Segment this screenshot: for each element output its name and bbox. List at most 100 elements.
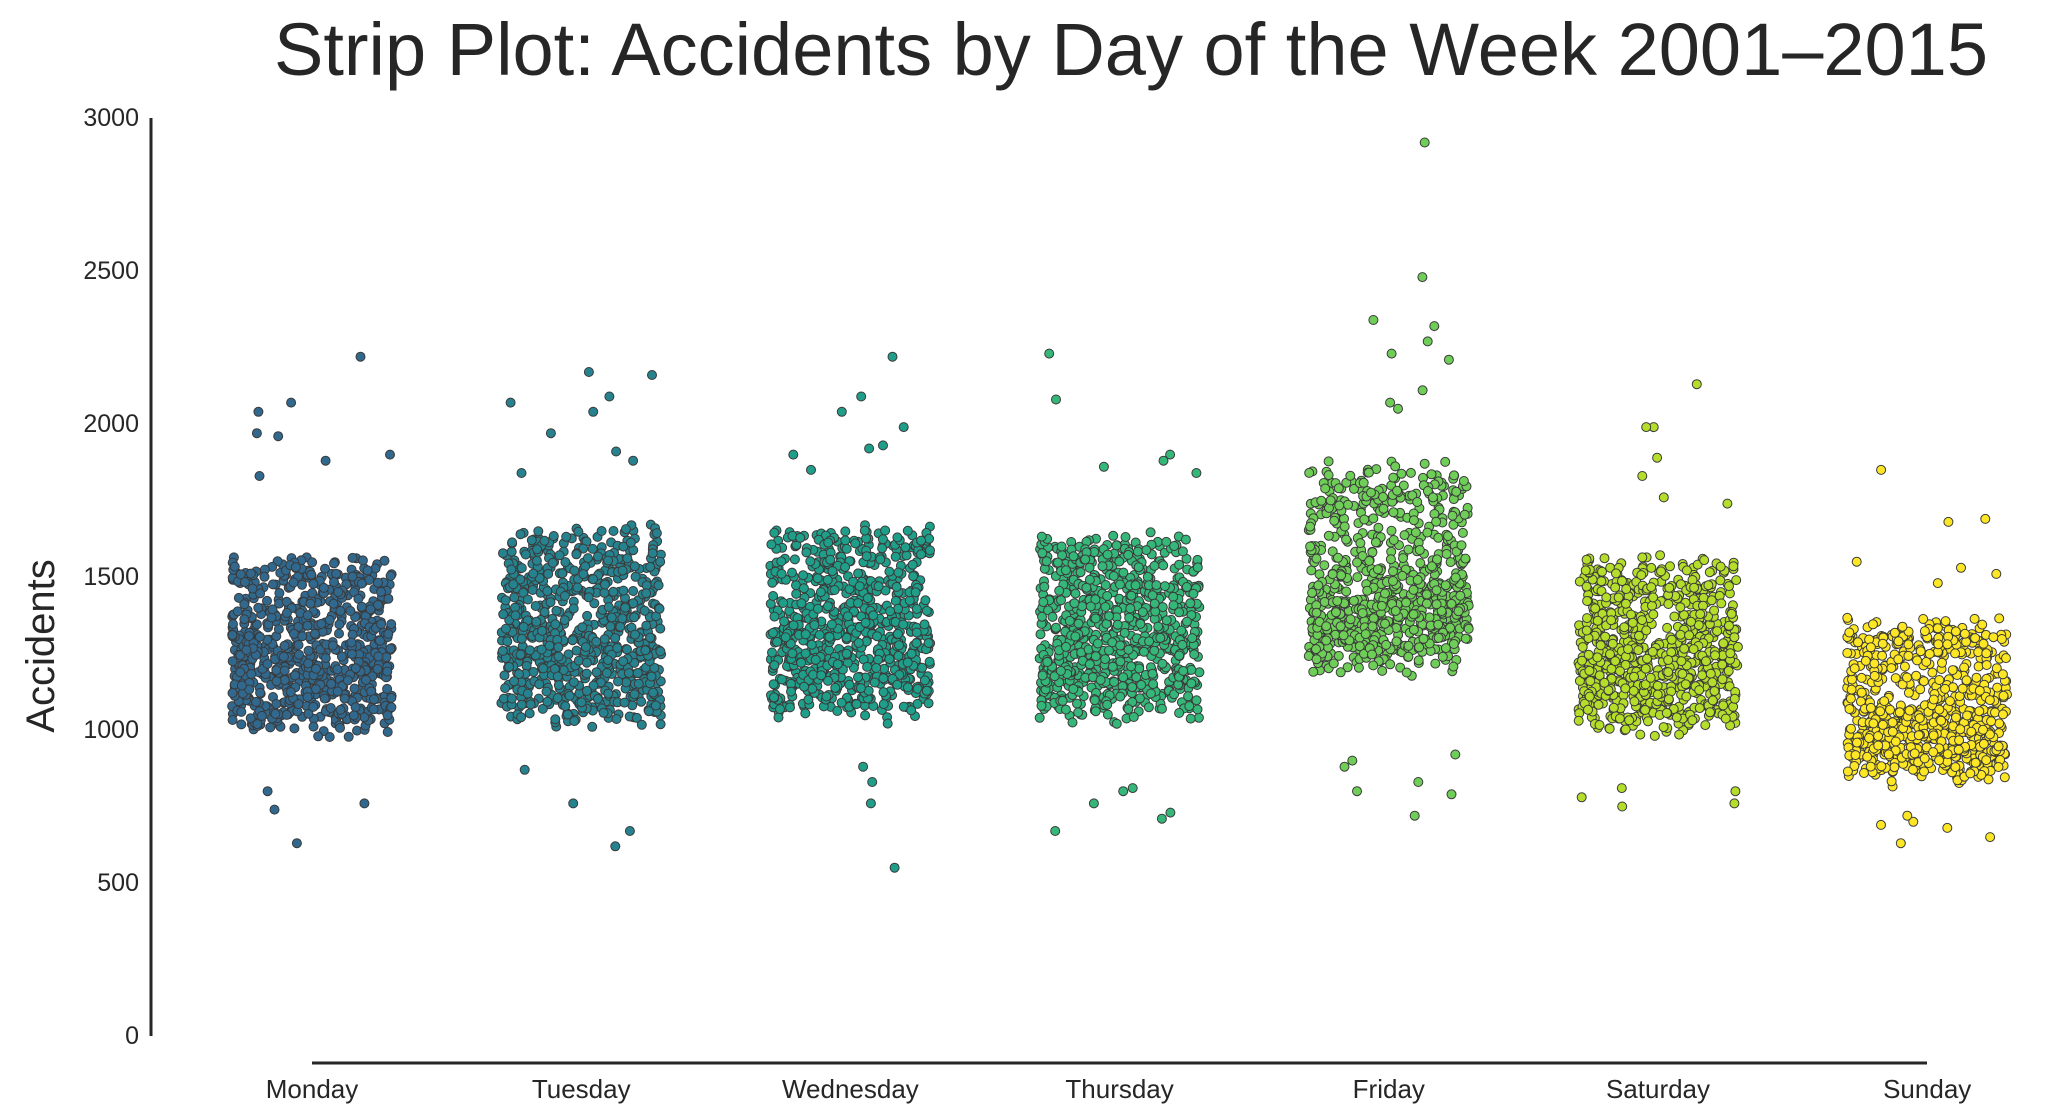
point-monday [316, 618, 327, 629]
y-tick-label: 1000 [83, 716, 139, 744]
point-saturday [1676, 656, 1687, 667]
point-monday [241, 645, 252, 655]
point-tuesday [591, 636, 602, 647]
point-tuesday [552, 671, 563, 682]
point-wednesday [766, 539, 777, 550]
point-thursday [1037, 670, 1048, 681]
point-wednesday [878, 687, 889, 698]
point-thursday [1148, 679, 1159, 690]
point-tuesday [509, 592, 520, 603]
point-tuesday [499, 670, 510, 681]
point-monday [303, 658, 314, 669]
point-saturday [1599, 677, 1610, 688]
point-friday [1408, 515, 1419, 526]
point-wednesday [868, 610, 879, 621]
point-wednesday [916, 549, 926, 560]
point-thursday [1073, 707, 1084, 718]
point-friday [1352, 786, 1362, 797]
point-thursday [1128, 712, 1139, 722]
point-friday [1459, 509, 1470, 520]
point-thursday [1155, 632, 1166, 643]
point-wednesday [829, 585, 840, 595]
point-friday [1421, 589, 1432, 600]
point-thursday [1177, 639, 1188, 650]
point-wednesday [894, 640, 904, 651]
point-saturday [1600, 631, 1611, 642]
point-saturday [1656, 566, 1666, 577]
point-saturday [1706, 595, 1717, 606]
point-monday [379, 555, 390, 566]
point-thursday [1097, 561, 1108, 572]
point-monday [376, 586, 386, 597]
point-friday [1417, 385, 1428, 396]
point-saturday [1648, 609, 1659, 620]
point-monday [332, 686, 343, 697]
point-tuesday [506, 693, 517, 704]
point-saturday [1629, 671, 1639, 682]
point-saturday [1663, 694, 1674, 705]
point-saturday [1729, 693, 1740, 704]
point-friday [1336, 570, 1347, 581]
point-saturday [1718, 638, 1729, 649]
point-tuesday [583, 367, 594, 377]
point-monday [290, 562, 301, 573]
point-thursday [1100, 580, 1111, 590]
point-friday [1429, 321, 1440, 332]
point-friday [1380, 618, 1390, 629]
point-wednesday [768, 591, 779, 601]
point-saturday [1652, 689, 1663, 700]
point-wednesday [800, 629, 811, 640]
point-friday [1388, 507, 1399, 518]
point-tuesday [591, 667, 602, 678]
point-monday [271, 665, 282, 676]
point-saturday [1689, 582, 1700, 593]
point-friday [1431, 599, 1442, 610]
point-thursday [1095, 675, 1106, 685]
point-tuesday [645, 561, 656, 572]
point-friday [1367, 621, 1378, 632]
point-tuesday [500, 595, 511, 606]
point-tuesday [506, 564, 517, 575]
point-wednesday [924, 656, 935, 667]
point-wednesday [924, 533, 935, 544]
point-friday [1446, 598, 1457, 609]
point-thursday [1127, 783, 1138, 794]
point-monday [286, 397, 297, 408]
point-tuesday [578, 569, 589, 580]
point-friday [1357, 608, 1368, 619]
point-saturday [1582, 596, 1593, 606]
point-thursday [1102, 709, 1113, 720]
point-monday [373, 600, 383, 610]
point-tuesday [541, 686, 552, 697]
point-tuesday [516, 712, 527, 723]
point-wednesday [799, 681, 810, 692]
point-tuesday [531, 555, 542, 566]
point-wednesday [830, 682, 841, 693]
point-wednesday [816, 670, 827, 681]
point-tuesday [632, 668, 643, 678]
point-thursday [1072, 698, 1082, 709]
point-friday [1413, 655, 1424, 666]
point-wednesday [827, 566, 838, 577]
point-thursday [1056, 595, 1066, 606]
point-wednesday [860, 710, 871, 721]
point-monday [279, 675, 290, 686]
point-friday [1431, 585, 1442, 596]
point-tuesday [630, 571, 641, 582]
point-sunday [1899, 661, 1910, 672]
point-tuesday [625, 537, 636, 548]
point-saturday [1679, 643, 1690, 654]
point-thursday [1187, 633, 1198, 644]
point-thursday [1060, 565, 1071, 576]
point-friday [1412, 574, 1423, 585]
point-tuesday [581, 657, 592, 668]
point-thursday [1104, 611, 1114, 622]
point-wednesday [859, 525, 870, 536]
point-friday [1409, 810, 1420, 821]
point-tuesday [611, 446, 622, 457]
point-tuesday [509, 676, 520, 687]
point-friday [1323, 456, 1334, 467]
point-saturday [1649, 730, 1660, 741]
point-monday [255, 687, 266, 698]
point-sunday [1886, 776, 1897, 787]
